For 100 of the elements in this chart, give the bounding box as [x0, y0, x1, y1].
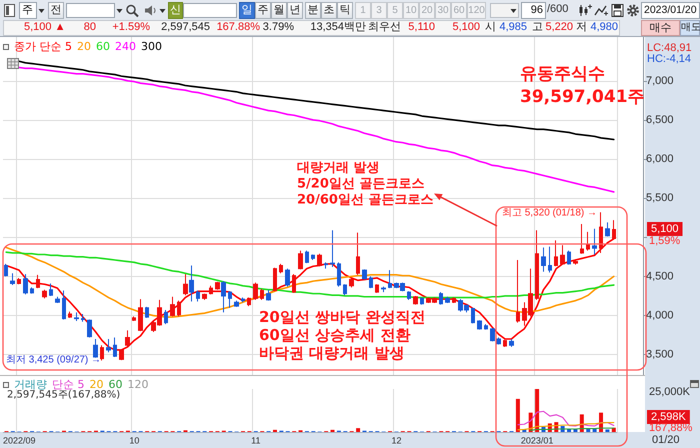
candlestick	[324, 262, 328, 270]
candlestick	[164, 310, 168, 325]
candlestick	[30, 286, 34, 294]
x-tick-label: 2023/01	[520, 436, 554, 446]
text: 80	[82, 20, 96, 35]
annotation: 최저 3,425 (09/27) →	[6, 354, 102, 366]
bar	[573, 429, 578, 432]
y-tick-label: 6,000	[646, 153, 674, 166]
candlestick	[369, 276, 373, 289]
y-tick-label: 5,500	[646, 192, 674, 204]
candlestick	[298, 250, 303, 270]
candlestick	[311, 254, 315, 260]
text: 5,220	[544, 20, 573, 35]
text: 13,354백만	[309, 20, 366, 35]
annotation: 최고 5,320 (01/18) →	[502, 208, 597, 218]
candlestick	[260, 288, 264, 300]
candlestick	[273, 267, 277, 292]
candlestick	[113, 336, 117, 358]
text: 시	[485, 20, 497, 35]
candlestick	[132, 316, 136, 322]
candlestick	[81, 313, 85, 322]
annotation: 유동주식수	[520, 64, 605, 84]
text: 30	[435, 2, 451, 19]
text: 2,597,545	[160, 20, 210, 35]
candlestick	[548, 246, 552, 274]
text: 20	[77, 40, 91, 54]
text: 전	[48, 2, 64, 19]
text: 120	[467, 2, 486, 19]
candlestick	[17, 277, 21, 285]
y-tick-label: 7,000	[646, 74, 674, 87]
text: 1	[355, 2, 371, 19]
candlestick	[4, 263, 8, 277]
text: 매도	[680, 20, 700, 36]
candlestick	[560, 244, 565, 266]
candlestick	[484, 324, 488, 330]
text: 20	[419, 2, 435, 19]
text: 일	[239, 2, 255, 19]
text: 4,980	[589, 20, 618, 35]
candlestick	[145, 306, 149, 318]
candlestick	[247, 297, 251, 307]
candlestick	[375, 284, 379, 294]
candlestick	[36, 274, 40, 289]
text: 60	[451, 2, 467, 19]
x-tick-label: 12	[391, 436, 402, 446]
text: 신	[168, 2, 183, 19]
text: 주	[255, 2, 271, 19]
x-tick-label: 10	[129, 436, 140, 446]
candlestick	[42, 289, 47, 299]
candlestick	[592, 228, 597, 256]
candlestick	[580, 223, 584, 254]
candlestick	[541, 246, 546, 272]
text: 20	[90, 378, 104, 391]
bar	[516, 398, 520, 432]
text: 5,110	[407, 20, 435, 35]
candlestick	[279, 263, 283, 274]
y-tick-label: 3,500	[646, 348, 674, 361]
candlestick	[535, 230, 539, 300]
text: 초	[321, 2, 337, 19]
bar	[535, 389, 540, 432]
annotation: 20/60일선 골든크로스	[297, 192, 434, 208]
candlestick	[362, 268, 367, 280]
candlestick	[305, 250, 309, 264]
candlestick	[317, 253, 322, 267]
line-series	[5, 251, 615, 298]
candlestick	[93, 338, 98, 358]
candlestick	[170, 296, 175, 317]
text: 3.79%	[262, 20, 294, 35]
text: 10	[403, 2, 419, 19]
candlestick	[177, 300, 181, 317]
candlestick	[356, 232, 360, 276]
candlestick	[388, 270, 392, 289]
candlestick	[509, 338, 514, 348]
candlestick	[241, 297, 245, 303]
candlestick	[74, 312, 79, 322]
candlestick	[452, 297, 456, 304]
candlestick	[554, 240, 558, 267]
candlestick	[228, 290, 232, 308]
text: 4,985	[498, 20, 527, 35]
text: 1,59%	[649, 235, 680, 247]
text: 60	[96, 40, 110, 54]
text: 고	[532, 20, 544, 35]
candlestick	[266, 289, 271, 302]
annotation: 5/20일선 골든크로스	[297, 176, 424, 192]
text: 5,100	[651, 223, 679, 235]
annotation: 20일선 쌍바닥 완성직전	[259, 308, 426, 326]
candlestick	[573, 258, 578, 266]
candlestick	[285, 268, 290, 288]
candlestick	[599, 212, 603, 254]
text: 01/20	[652, 434, 680, 446]
bar	[356, 428, 360, 432]
candlestick	[381, 286, 386, 293]
legend-title: 거래량	[14, 378, 47, 391]
candlestick	[349, 277, 354, 288]
candlestick	[68, 311, 72, 318]
candlestick	[55, 296, 60, 304]
text: 60	[108, 378, 122, 391]
text: 최우선	[368, 20, 402, 35]
text: 167,88%	[649, 422, 693, 434]
candlestick	[407, 290, 411, 300]
candlestick	[516, 259, 520, 324]
